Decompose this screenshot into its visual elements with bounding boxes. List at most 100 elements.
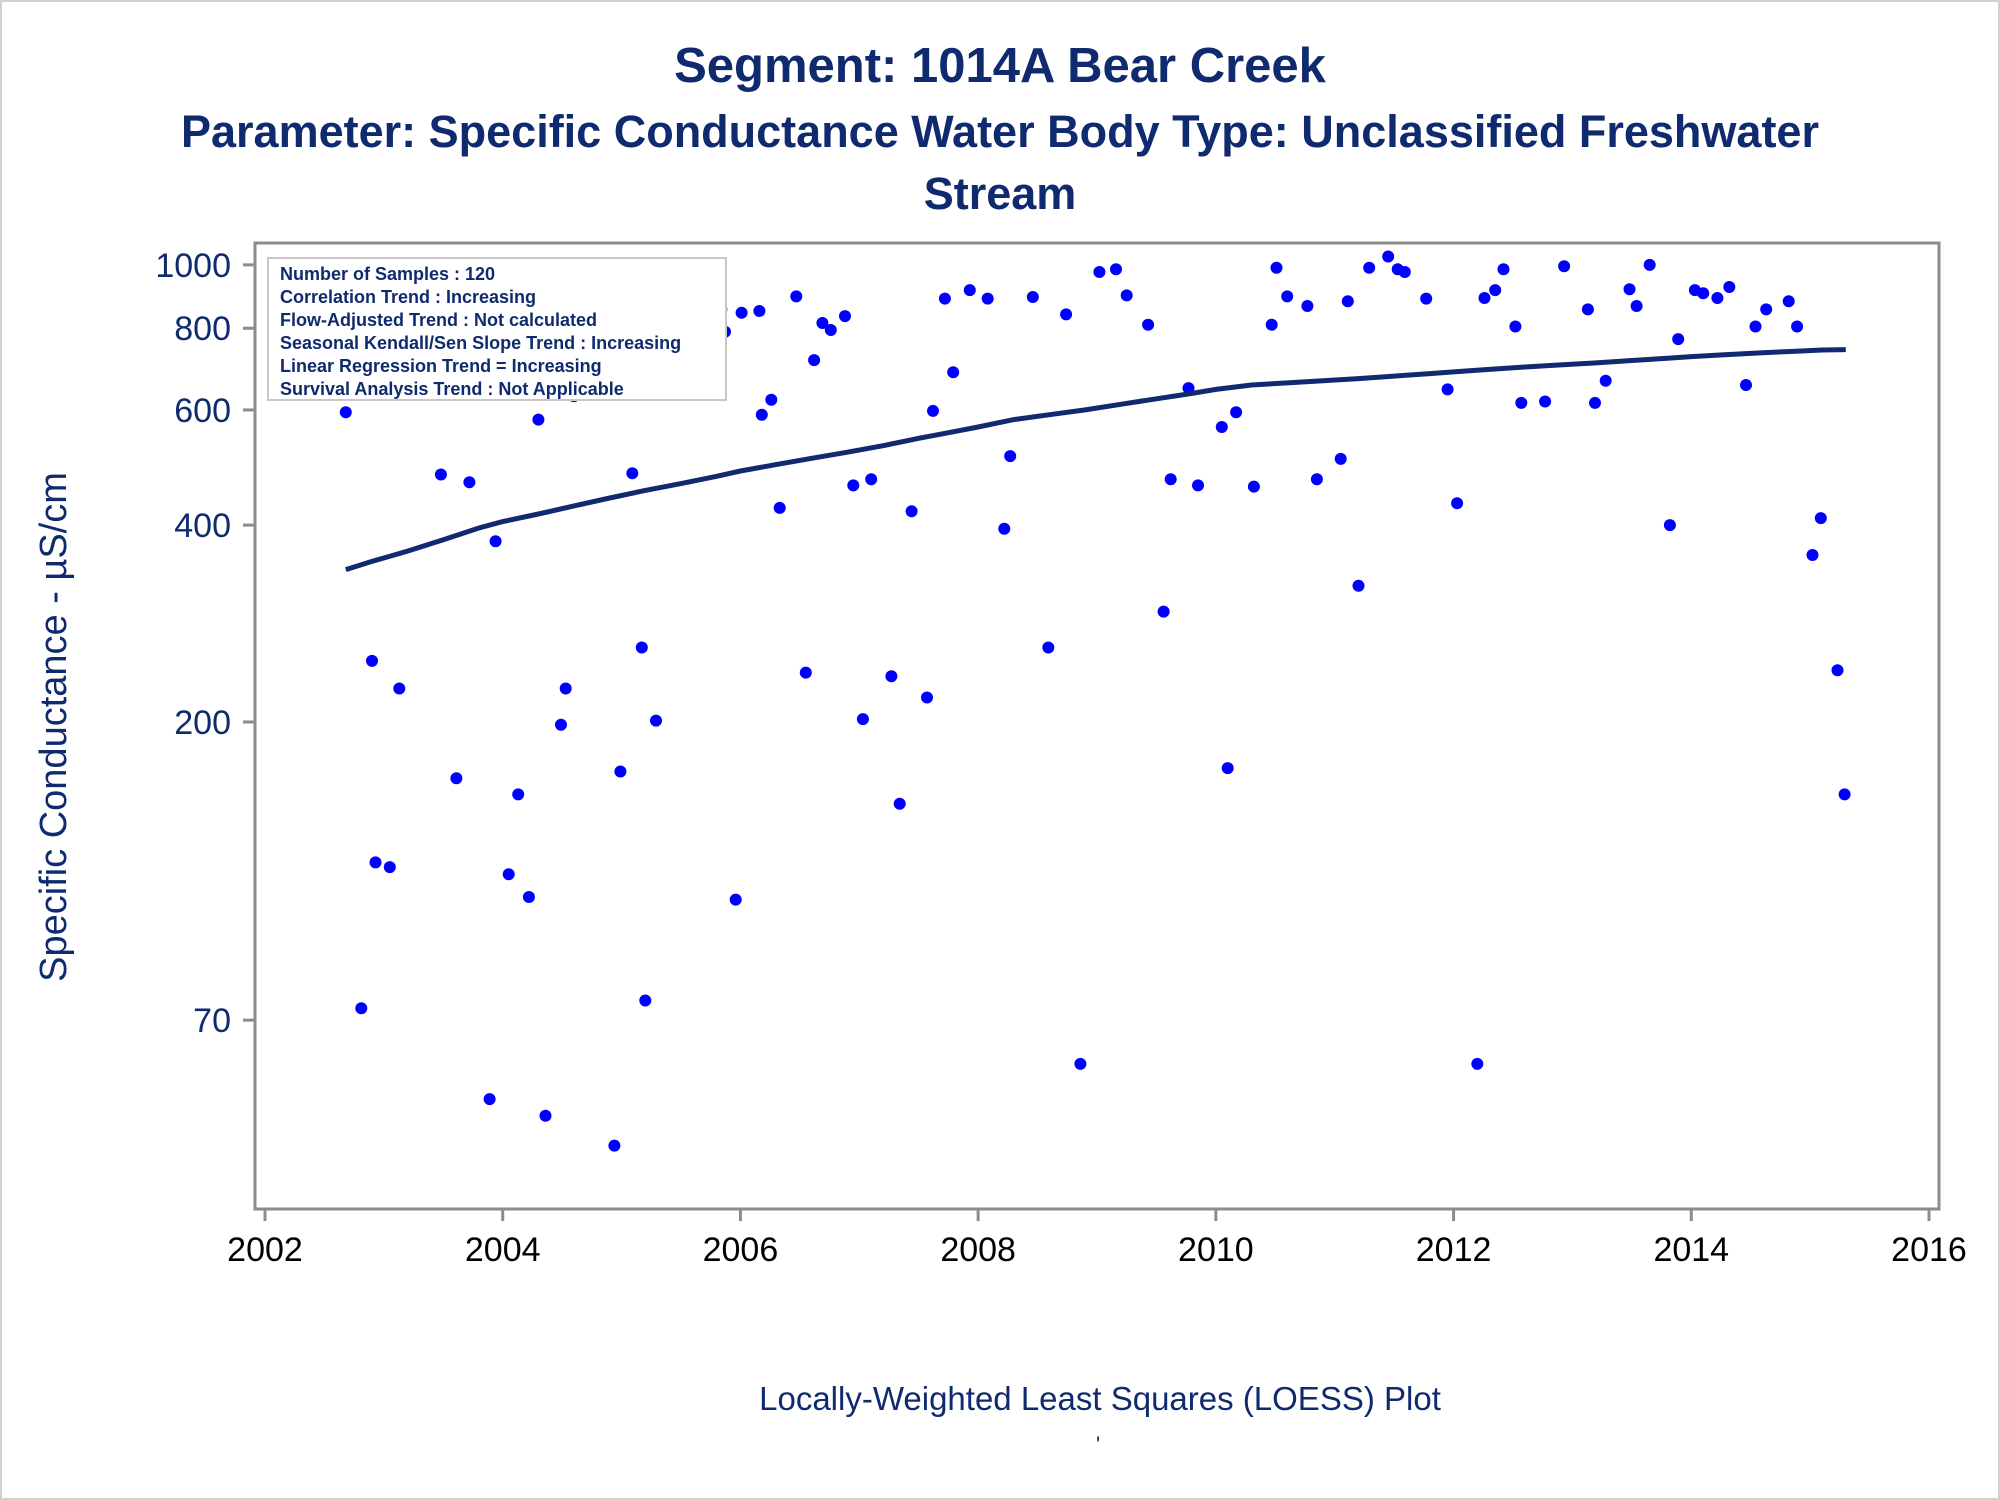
data-point-94 bbox=[1489, 284, 1502, 297]
chart-footnote: Locally-Weighted Least Squares (LOESS) P… bbox=[759, 1380, 1441, 1417]
data-point-82 bbox=[1334, 452, 1347, 465]
data-point-42 bbox=[799, 666, 812, 679]
x-tick-label-2016: 2016 bbox=[1891, 1231, 1967, 1269]
data-point-38 bbox=[755, 408, 768, 421]
x-tick-label-2014: 2014 bbox=[1653, 1231, 1729, 1269]
data-point-97 bbox=[1515, 396, 1528, 409]
data-point-98 bbox=[1539, 395, 1552, 408]
x-tick-label-2006: 2006 bbox=[703, 1231, 779, 1269]
data-point-35 bbox=[729, 893, 742, 906]
data-point-89 bbox=[1420, 292, 1433, 305]
data-point-40 bbox=[773, 501, 786, 514]
data-point-99 bbox=[1558, 260, 1571, 273]
data-point-9 bbox=[434, 468, 447, 481]
stats-line-5: Linear Regression Trend = Increasing bbox=[280, 356, 602, 376]
x-tick-label-2010: 2010 bbox=[1178, 1231, 1254, 1269]
x-axis: 2002 2004 2006 2008 2010 2012 2014 2016 bbox=[227, 1209, 1967, 1269]
data-point-56 bbox=[947, 366, 960, 379]
data-point-63 bbox=[1060, 308, 1073, 321]
y-axis: 70 200 400 600 800 1000 bbox=[155, 247, 255, 1040]
data-point-31 bbox=[650, 714, 662, 727]
data-point-109 bbox=[1697, 287, 1710, 300]
data-point-37 bbox=[753, 305, 766, 317]
data-point-52 bbox=[905, 505, 918, 518]
data-point-93 bbox=[1478, 292, 1491, 304]
data-point-86 bbox=[1382, 250, 1395, 263]
data-point-110 bbox=[1711, 292, 1724, 304]
data-point-79 bbox=[1281, 290, 1294, 303]
stats-line-2: Correlation Trend : Increasing bbox=[280, 287, 536, 307]
data-point-58 bbox=[981, 292, 994, 305]
data-point-2 bbox=[355, 1002, 368, 1015]
loess-curve bbox=[345, 347, 1846, 572]
data-point-73 bbox=[1215, 421, 1228, 433]
data-point-70 bbox=[1164, 473, 1177, 486]
data-point-88 bbox=[1398, 266, 1411, 278]
data-point-61 bbox=[1026, 291, 1039, 303]
data-point-28 bbox=[626, 467, 639, 480]
data-point-44 bbox=[816, 317, 829, 329]
data-point-12 bbox=[463, 476, 476, 489]
data-point-22 bbox=[559, 682, 572, 695]
data-point-81 bbox=[1310, 473, 1323, 486]
data-points bbox=[339, 250, 1851, 1152]
data-point-54 bbox=[927, 404, 939, 417]
data-point-116 bbox=[1791, 320, 1804, 333]
data-point-78 bbox=[1270, 261, 1283, 274]
data-point-16 bbox=[502, 868, 515, 881]
data-point-55 bbox=[938, 292, 951, 305]
data-point-111 bbox=[1723, 281, 1736, 293]
data-point-4 bbox=[369, 856, 382, 869]
data-point-68 bbox=[1142, 318, 1155, 331]
data-point-43 bbox=[808, 354, 821, 367]
data-point-18 bbox=[522, 891, 535, 903]
data-point-117 bbox=[1806, 549, 1819, 561]
data-point-51 bbox=[893, 797, 906, 810]
data-point-30 bbox=[639, 994, 652, 1007]
data-point-105 bbox=[1643, 258, 1656, 271]
data-point-1 bbox=[339, 406, 352, 419]
data-point-106 bbox=[1663, 519, 1676, 532]
x-tick-label-2012: 2012 bbox=[1416, 1231, 1492, 1269]
chart-subtitle-line1: Parameter: Specific Conductance Water Bo… bbox=[181, 106, 1819, 157]
data-point-47 bbox=[847, 479, 860, 492]
data-point-48 bbox=[856, 713, 869, 726]
data-point-115 bbox=[1782, 295, 1795, 308]
data-point-15 bbox=[489, 535, 502, 548]
data-point-62 bbox=[1042, 641, 1055, 654]
y-tick-label-70: 70 bbox=[193, 1002, 231, 1040]
x-tick-label-2004: 2004 bbox=[465, 1231, 541, 1269]
y-axis-title: Specific Conductance - µS/cm bbox=[33, 472, 75, 982]
data-point-65 bbox=[1093, 266, 1106, 278]
data-point-72 bbox=[1192, 479, 1204, 492]
data-point-102 bbox=[1599, 374, 1612, 387]
data-point-103 bbox=[1623, 283, 1636, 296]
data-point-74 bbox=[1221, 762, 1234, 775]
stats-line-4: Seasonal Kendall/Sen Slope Trend : Incre… bbox=[280, 333, 681, 353]
data-point-46 bbox=[839, 310, 851, 323]
data-point-107 bbox=[1672, 333, 1685, 346]
data-point-83 bbox=[1341, 295, 1354, 308]
stats-box: Number of Samples : 120 Correlation Trend… bbox=[267, 257, 727, 401]
x-tick-label-2008: 2008 bbox=[940, 1231, 1016, 1269]
chart-subtitle-line2: Stream bbox=[923, 168, 1077, 219]
data-point-92 bbox=[1471, 1057, 1484, 1070]
data-point-67 bbox=[1120, 289, 1133, 302]
data-point-20 bbox=[539, 1109, 552, 1122]
data-point-6 bbox=[393, 682, 406, 695]
data-point-95 bbox=[1497, 263, 1510, 276]
data-point-119 bbox=[1831, 664, 1844, 677]
data-point-39 bbox=[765, 393, 778, 406]
data-point-17 bbox=[512, 788, 525, 801]
stats-line-6: Survival Analysis Trend : Not Applicable bbox=[280, 379, 624, 399]
data-point-75 bbox=[1230, 406, 1243, 419]
data-point-36 bbox=[735, 306, 748, 319]
data-point-49 bbox=[865, 473, 878, 486]
stats-line-3: Flow-Adjusted Trend : Not calculated bbox=[280, 310, 597, 330]
data-point-14 bbox=[483, 1093, 496, 1106]
data-point-84 bbox=[1352, 579, 1365, 592]
data-point-29 bbox=[635, 641, 648, 654]
y-tick-label-200: 200 bbox=[174, 704, 231, 742]
data-point-91 bbox=[1451, 497, 1464, 510]
data-point-104 bbox=[1630, 300, 1643, 312]
